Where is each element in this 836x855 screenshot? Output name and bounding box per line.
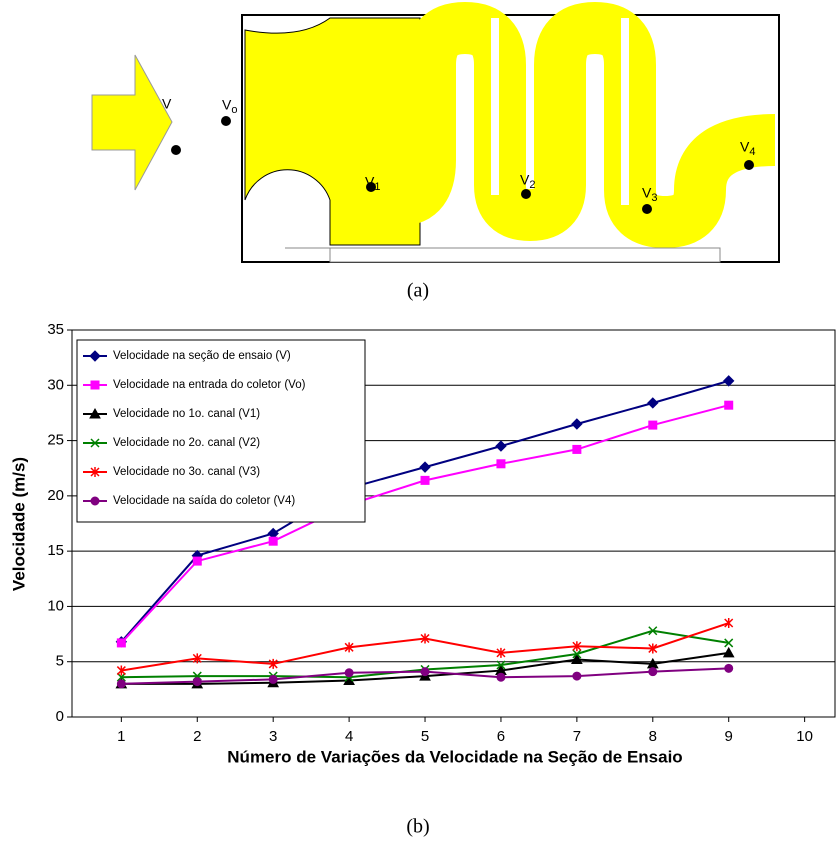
legend-label: Velocidade no 1o. canal (V1)	[113, 408, 260, 420]
probe-label: V	[162, 96, 172, 112]
marker	[572, 444, 582, 454]
marker	[90, 467, 100, 477]
marker	[496, 647, 506, 658]
marker	[724, 638, 734, 648]
x-tick-label: 7	[573, 728, 581, 745]
marker	[496, 672, 506, 682]
x-tick-label: 9	[725, 728, 733, 745]
base-plate	[329, 247, 721, 263]
legend	[76, 339, 366, 523]
marker	[648, 667, 658, 677]
marker	[419, 461, 431, 473]
marker	[268, 658, 278, 669]
marker	[724, 663, 734, 673]
marker	[648, 643, 658, 654]
y-tick-label: 10	[47, 597, 64, 614]
marker	[648, 626, 658, 636]
y-tick-label: 0	[56, 708, 64, 725]
probe-point	[744, 160, 754, 170]
legend-label: Velocidade na saída do coletor (V4)	[113, 495, 295, 507]
marker	[89, 350, 101, 362]
x-tick-label: 6	[497, 728, 505, 745]
y-tick-label: 20	[47, 487, 64, 504]
probe-subscript: 4	[749, 146, 755, 158]
marker	[571, 418, 583, 430]
x-tick-label: 2	[193, 728, 201, 745]
x-tick-label: 5	[421, 728, 429, 745]
probe-point	[171, 145, 181, 155]
collector	[244, 17, 421, 246]
marker	[571, 653, 583, 665]
x-tick-label: 10	[796, 728, 813, 745]
marker	[723, 375, 735, 387]
channel	[397, 2, 776, 248]
marker	[496, 459, 506, 469]
marker	[647, 397, 659, 409]
probe-point	[366, 182, 376, 192]
marker	[724, 400, 734, 410]
marker	[722, 646, 735, 658]
marker	[420, 667, 430, 677]
marker	[420, 475, 430, 485]
probe-point	[521, 189, 531, 199]
marker	[268, 674, 278, 684]
flow-arrow	[91, 54, 173, 191]
legend-label: Velocidade no 2o. canal (V2)	[113, 437, 260, 449]
probe-point	[642, 204, 652, 214]
marker	[648, 420, 658, 430]
marker	[90, 380, 100, 390]
probe-subscript: 2	[529, 179, 535, 191]
y-tick-label: 35	[47, 321, 64, 338]
marker	[192, 677, 202, 687]
marker	[116, 679, 126, 689]
marker	[495, 440, 507, 452]
x-tick-label: 3	[269, 728, 277, 745]
x-tick-label: 8	[649, 728, 657, 745]
x-tick-label: 4	[345, 728, 353, 745]
marker	[116, 665, 126, 676]
caption: (b)	[406, 816, 429, 838]
probe-subscript: o	[231, 104, 237, 116]
legend-label: Velocidade na entrada do coletor (Vo)	[113, 379, 306, 391]
marker	[90, 496, 100, 506]
marker	[572, 641, 582, 652]
x-axis-title: Número de Variações da Velocidade na Seç…	[227, 747, 682, 766]
y-tick-label: 25	[47, 432, 64, 449]
marker	[116, 672, 126, 682]
marker	[89, 407, 101, 419]
y-tick-label: 15	[47, 542, 64, 559]
marker	[344, 668, 354, 678]
probe-subscript: 3	[651, 192, 657, 204]
y-tick-label: 5	[56, 653, 64, 670]
marker	[192, 556, 202, 566]
marker	[496, 660, 506, 670]
probe-point	[221, 116, 231, 126]
marker	[268, 536, 278, 546]
probe-label: Vo	[222, 97, 237, 116]
probe-subscript: 1	[374, 181, 380, 193]
legend-label: Velocidade no 3o. canal (V3)	[113, 466, 260, 478]
caption: (a)	[407, 280, 429, 302]
marker	[572, 671, 582, 681]
marker	[572, 649, 582, 659]
y-axis-title: Velocidade (m/s)	[9, 457, 28, 591]
marker	[724, 618, 734, 629]
marker	[420, 633, 430, 644]
marker	[344, 642, 354, 653]
diagram	[91, 2, 780, 263]
y-tick-label: 30	[47, 376, 64, 393]
legend-label: Velocidade na seção de ensaio (V)	[113, 350, 291, 362]
marker	[90, 438, 100, 448]
x-tick-label: 1	[117, 728, 125, 745]
marker	[192, 653, 202, 664]
marker	[116, 638, 126, 648]
